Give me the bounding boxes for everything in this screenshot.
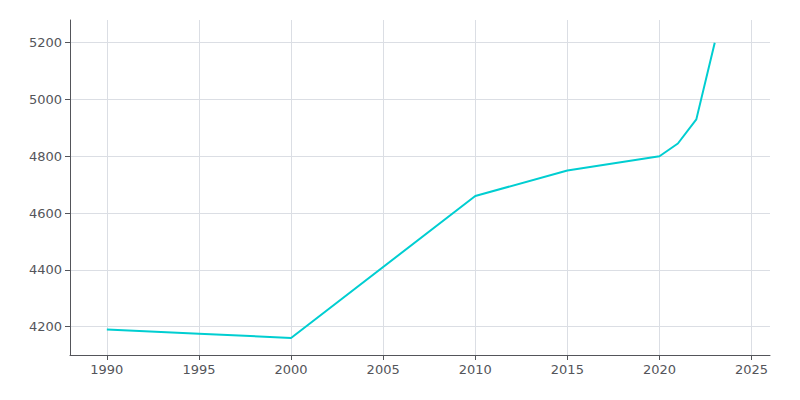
svg-text:2010: 2010 [459,362,492,377]
svg-text:2005: 2005 [367,362,400,377]
svg-text:4600: 4600 [29,206,62,221]
svg-text:1990: 1990 [90,362,123,377]
svg-text:4800: 4800 [29,149,62,164]
svg-text:5000: 5000 [29,92,62,107]
svg-text:4400: 4400 [29,262,62,277]
svg-text:4200: 4200 [29,319,62,334]
svg-text:2020: 2020 [643,362,676,377]
svg-text:2025: 2025 [735,362,768,377]
svg-text:5200: 5200 [29,35,62,50]
svg-text:1995: 1995 [182,362,215,377]
svg-text:2015: 2015 [551,362,584,377]
svg-text:2000: 2000 [275,362,308,377]
